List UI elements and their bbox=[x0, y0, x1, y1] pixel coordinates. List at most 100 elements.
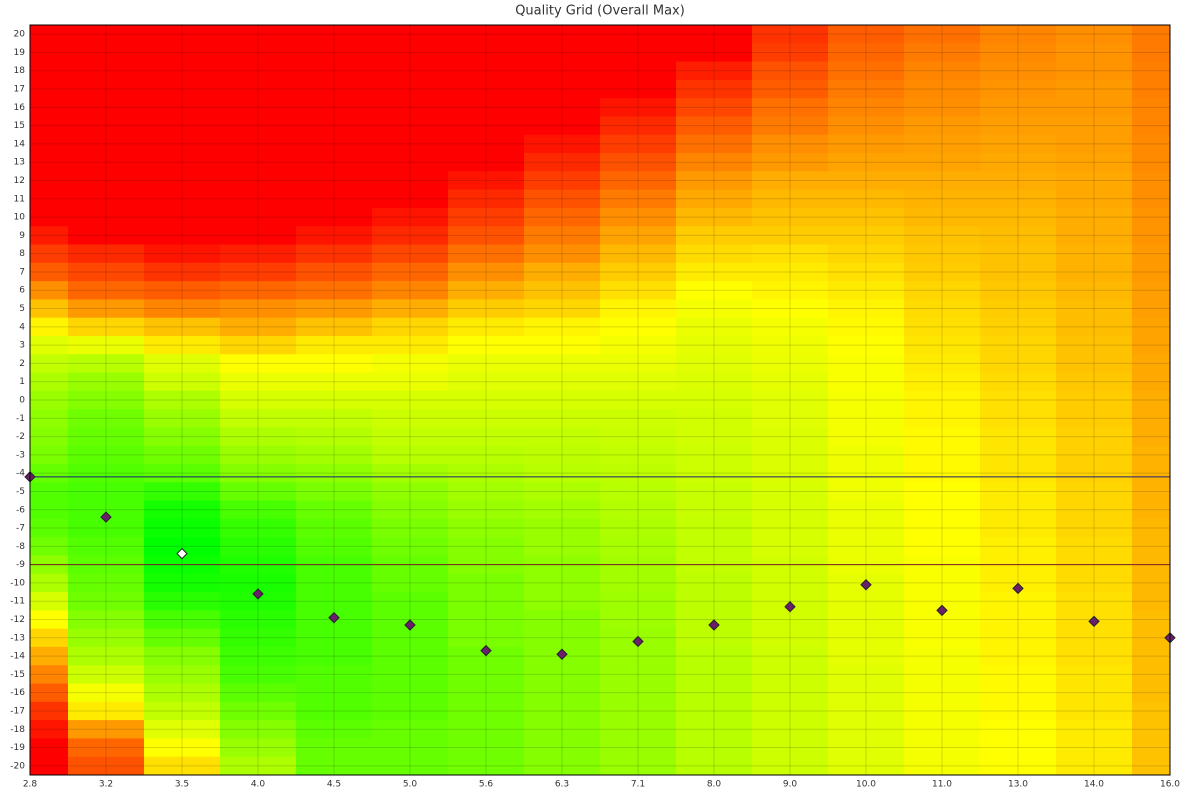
heat-cell bbox=[752, 61, 829, 81]
heat-cell bbox=[144, 464, 221, 483]
heat-cell bbox=[1056, 573, 1133, 593]
heat-cell bbox=[30, 317, 69, 337]
heat-cell bbox=[676, 756, 753, 776]
heat-cell bbox=[904, 482, 981, 502]
y-tick-label: -6 bbox=[16, 505, 25, 515]
heat-cell bbox=[600, 665, 677, 685]
heat-cell bbox=[372, 665, 449, 685]
heat-cell bbox=[1056, 427, 1133, 447]
heat-cell bbox=[828, 134, 905, 154]
heat-cell bbox=[1132, 409, 1171, 428]
heat-cell bbox=[30, 665, 69, 685]
heat-cell bbox=[676, 372, 753, 392]
heat-cell bbox=[68, 134, 145, 154]
heat-cell bbox=[68, 592, 145, 611]
heat-cell bbox=[980, 262, 1057, 282]
heat-cell bbox=[1056, 226, 1133, 246]
heat-cell bbox=[828, 500, 905, 520]
heat-cell bbox=[68, 445, 145, 465]
heat-cell bbox=[372, 281, 449, 300]
heat-cell bbox=[448, 701, 525, 721]
heat-cell bbox=[296, 573, 373, 593]
heat-cell bbox=[600, 701, 677, 721]
heat-cell bbox=[144, 335, 221, 355]
heat-cell bbox=[220, 98, 297, 117]
heat-cell bbox=[144, 61, 221, 81]
heat-cell bbox=[524, 756, 601, 776]
heat-cell bbox=[144, 79, 221, 99]
heat-cell bbox=[1056, 665, 1133, 685]
grid bbox=[29, 25, 1171, 775]
heat-cell bbox=[68, 518, 145, 538]
heat-cell bbox=[296, 43, 373, 63]
heat-cell bbox=[1132, 43, 1171, 63]
heat-cell bbox=[30, 189, 69, 209]
heat-cell bbox=[828, 518, 905, 538]
heat-cell bbox=[600, 244, 677, 264]
heat-cell bbox=[372, 720, 449, 739]
heat-cell bbox=[752, 445, 829, 465]
heat-cell bbox=[68, 720, 145, 739]
heat-cell bbox=[144, 738, 221, 758]
heat-cell bbox=[220, 701, 297, 721]
heat-cell bbox=[980, 189, 1057, 209]
heat-cell bbox=[30, 25, 69, 44]
heat-cell bbox=[68, 116, 145, 136]
heat-cell bbox=[1132, 98, 1171, 117]
chart-title: Quality Grid (Overall Max) bbox=[515, 4, 685, 19]
heat-cell bbox=[676, 738, 753, 758]
heat-cell bbox=[296, 701, 373, 721]
marker bbox=[404, 619, 416, 631]
heat-cell bbox=[524, 592, 601, 611]
heat-cell bbox=[1132, 610, 1171, 630]
heat-cell bbox=[1056, 756, 1133, 776]
heat-cell bbox=[30, 701, 69, 721]
heat-cell bbox=[372, 390, 449, 410]
heat-cell bbox=[30, 354, 69, 374]
heat-cell bbox=[524, 518, 601, 538]
heat-cell bbox=[904, 756, 981, 776]
heat-cell bbox=[828, 665, 905, 685]
heat-cell bbox=[220, 226, 297, 246]
heat-cell bbox=[296, 317, 373, 337]
heat-cell bbox=[68, 98, 145, 117]
heat-cell bbox=[676, 518, 753, 538]
y-tick-label: -1 bbox=[16, 414, 25, 424]
heat-cell bbox=[296, 153, 373, 172]
heatmap bbox=[30, 25, 1171, 776]
heat-cell bbox=[980, 98, 1057, 117]
heat-cell bbox=[828, 354, 905, 374]
heat-cell bbox=[30, 427, 69, 447]
heat-cell bbox=[296, 116, 373, 136]
heat-cell bbox=[676, 427, 753, 447]
heat-cell bbox=[220, 372, 297, 392]
heat-cell bbox=[980, 646, 1057, 666]
heat-cell bbox=[600, 25, 677, 44]
heat-cell bbox=[30, 207, 69, 227]
heat-cell bbox=[68, 464, 145, 483]
heat-cell bbox=[980, 79, 1057, 99]
heat-cell bbox=[1132, 354, 1171, 374]
heat-cell bbox=[1056, 189, 1133, 209]
heat-cell bbox=[676, 701, 753, 721]
heat-cell bbox=[904, 628, 981, 648]
heat-cell bbox=[30, 153, 69, 172]
heat-cell bbox=[980, 134, 1057, 154]
heat-cell bbox=[600, 390, 677, 410]
heat-cell bbox=[30, 683, 69, 703]
heat-cell bbox=[828, 372, 905, 392]
heat-cell bbox=[1132, 628, 1171, 648]
heat-cell bbox=[980, 43, 1057, 63]
y-tick-label: 12 bbox=[14, 176, 25, 186]
heat-cell bbox=[1056, 171, 1133, 191]
heat-cell bbox=[372, 464, 449, 483]
heat-cell bbox=[828, 610, 905, 630]
heat-cell bbox=[600, 299, 677, 319]
heat-cell bbox=[448, 445, 525, 465]
heat-cell bbox=[752, 738, 829, 758]
y-tick-label: 14 bbox=[14, 139, 26, 149]
heat-cell bbox=[676, 244, 753, 264]
marker bbox=[936, 604, 948, 617]
heat-cell bbox=[676, 537, 753, 556]
heat-cell bbox=[144, 317, 221, 337]
